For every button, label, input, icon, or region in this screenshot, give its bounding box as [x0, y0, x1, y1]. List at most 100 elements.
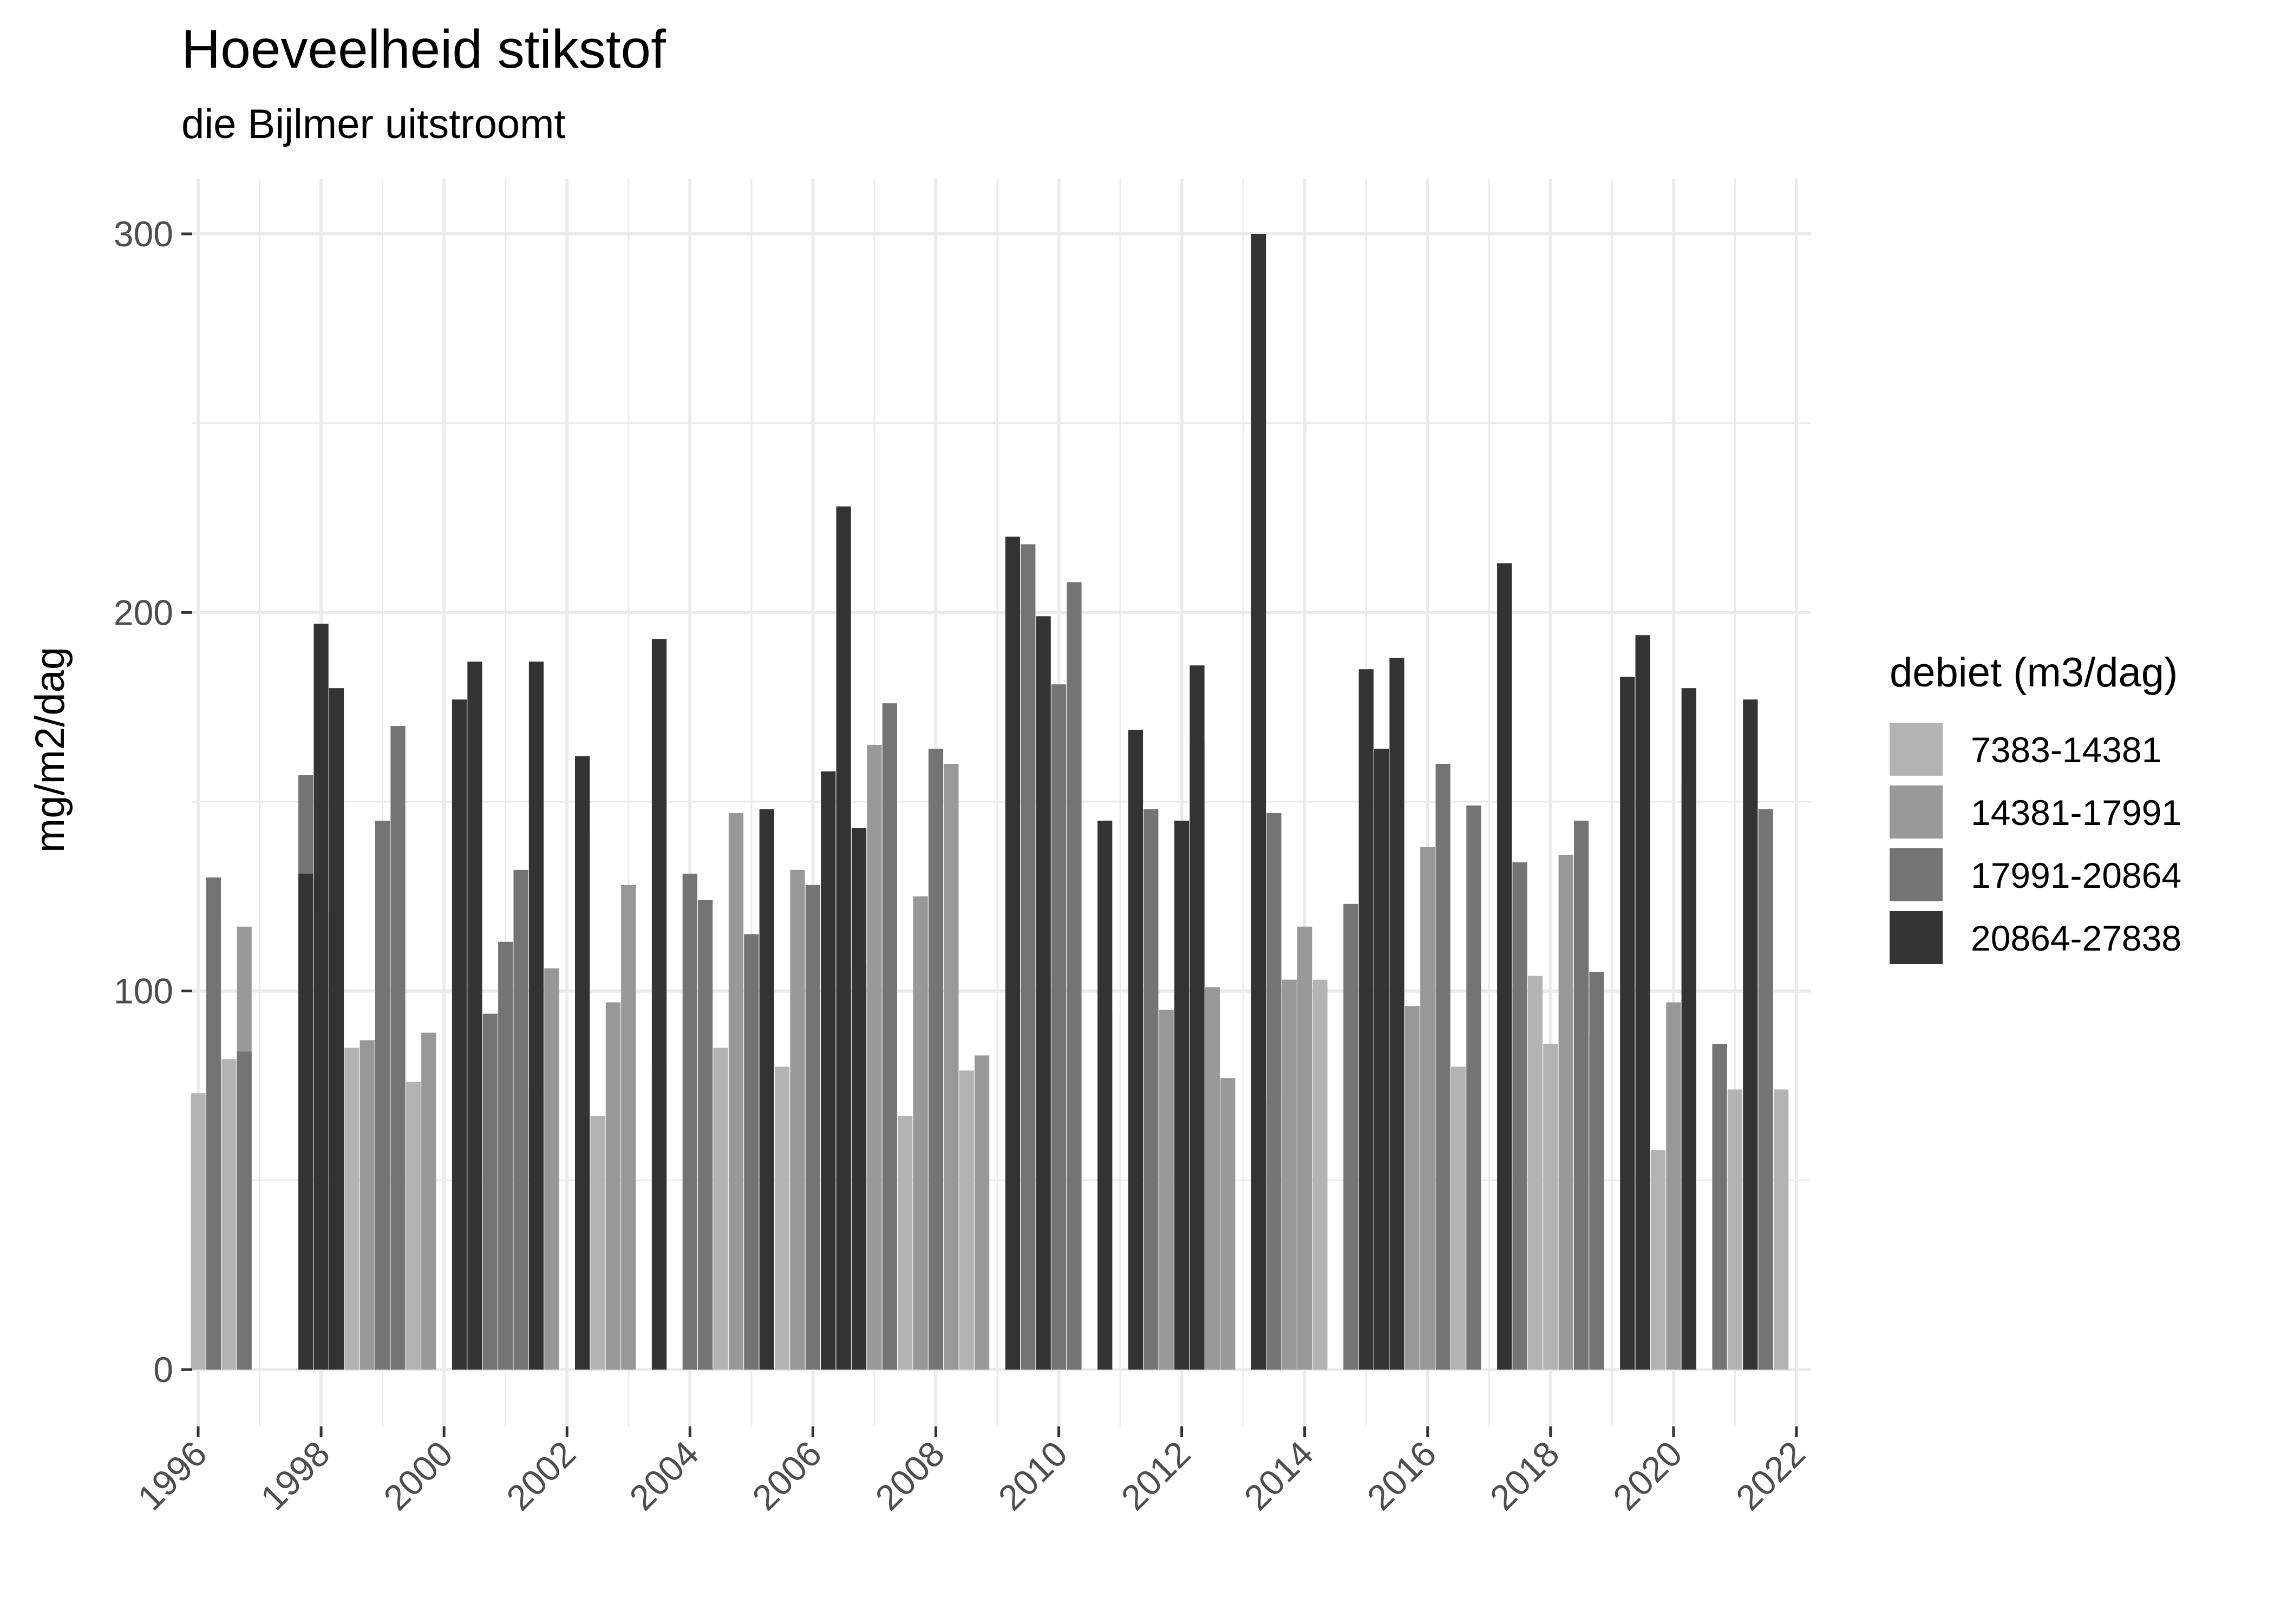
chart-subtitle: die Bijlmer uitstroomt: [181, 101, 566, 147]
bar: [759, 809, 774, 1370]
bar: [744, 934, 759, 1370]
x-tick-label: 2016: [1360, 1433, 1444, 1518]
legend-key: [1890, 785, 1943, 839]
legend-key: [1890, 911, 1943, 964]
bar: [913, 896, 928, 1370]
bar: [1128, 730, 1143, 1370]
bar: [1343, 903, 1358, 1370]
bar: [974, 1055, 990, 1370]
y-tick-label: 100: [114, 971, 173, 1011]
bar: [928, 749, 944, 1370]
bar: [898, 1116, 913, 1370]
bar: [698, 900, 713, 1370]
bar: [621, 885, 636, 1370]
x-tick-label: 2004: [622, 1433, 706, 1518]
bar: [1620, 677, 1635, 1370]
bar: [1773, 1089, 1789, 1370]
bar: [1727, 1089, 1743, 1370]
bar: [1190, 665, 1205, 1370]
legend: debiet (m3/dag) 7383-14381 14381-17991 179…: [1890, 650, 2181, 964]
bar: [590, 1116, 605, 1370]
bar: [1497, 563, 1512, 1370]
y-tick-label: 200: [114, 592, 173, 632]
bar: [329, 688, 344, 1370]
bar: [1159, 1010, 1174, 1370]
x-tick-label: 1998: [253, 1433, 337, 1518]
bar: [1543, 1044, 1558, 1370]
bar: [944, 764, 959, 1370]
bars: [191, 234, 1789, 1370]
bar: [1005, 536, 1021, 1370]
bar: [1558, 854, 1573, 1370]
bar: [1097, 820, 1113, 1370]
y-axis-title: mg/m2/dag: [27, 647, 73, 853]
bar: [867, 745, 882, 1370]
bar: [1404, 1006, 1420, 1370]
legend-label: 20864-27838: [1971, 918, 2181, 958]
bar: [1374, 749, 1389, 1370]
bar: [1036, 616, 1051, 1370]
bar: [1358, 669, 1374, 1370]
bar: [298, 873, 313, 1370]
bar: [1743, 699, 1758, 1370]
bar: [651, 639, 667, 1370]
bar: [1389, 658, 1404, 1370]
bar: [544, 968, 559, 1370]
bar: [1067, 582, 1082, 1370]
bar: [1650, 1150, 1666, 1370]
bar: [836, 506, 851, 1370]
bar: [498, 941, 513, 1370]
bar: [1589, 972, 1604, 1370]
x-tick-label: 1996: [130, 1433, 214, 1518]
bar: [574, 756, 590, 1370]
bar: [1435, 764, 1450, 1370]
bar: [1527, 975, 1543, 1370]
bar: [1573, 820, 1589, 1370]
bar: [1220, 1078, 1236, 1370]
bar: [513, 869, 528, 1370]
bar: [1174, 820, 1190, 1370]
x-tick-label: 2018: [1482, 1433, 1567, 1518]
bar: [1312, 979, 1328, 1370]
x-tick-label: 2022: [1728, 1433, 1813, 1518]
bar: [959, 1070, 974, 1370]
y-tick-label: 0: [153, 1350, 173, 1390]
x-tick-label: 2020: [1605, 1433, 1690, 1518]
bar: [605, 1002, 621, 1370]
x-tick-label: 2010: [990, 1433, 1075, 1518]
bar: [467, 662, 482, 1370]
bar: [1205, 987, 1220, 1370]
bar: [360, 1040, 375, 1370]
bar: [1266, 813, 1282, 1370]
bar: [344, 1047, 360, 1370]
bar: [1666, 1002, 1681, 1370]
bar: [191, 1093, 206, 1370]
bar: [406, 1082, 421, 1370]
bar: [421, 1032, 436, 1370]
bar: [790, 869, 805, 1370]
bar: [482, 1013, 498, 1370]
x-tick-label: 2008: [867, 1433, 952, 1518]
bar: [882, 703, 897, 1370]
bar: [1712, 1044, 1727, 1370]
bar: [452, 699, 467, 1370]
bar: [1450, 1066, 1466, 1370]
bar: [313, 624, 329, 1370]
x-tick-label: 2006: [744, 1433, 829, 1518]
bar: [1143, 809, 1159, 1370]
bar: [821, 771, 836, 1370]
bar: [1635, 635, 1650, 1370]
bar: [206, 877, 221, 1370]
legend-label: 7383-14381: [1971, 730, 2161, 770]
legend-key: [1890, 723, 1943, 776]
x-tick-label: 2014: [1236, 1433, 1321, 1518]
bar: [682, 873, 697, 1370]
bar: [375, 820, 390, 1370]
x-tick-label: 2000: [376, 1433, 460, 1518]
bar: [774, 1066, 790, 1370]
bar: [1681, 688, 1696, 1370]
chart-title: Hoeveelheid stikstof: [181, 19, 666, 80]
bar: [1297, 926, 1312, 1370]
bar: [1758, 809, 1773, 1370]
